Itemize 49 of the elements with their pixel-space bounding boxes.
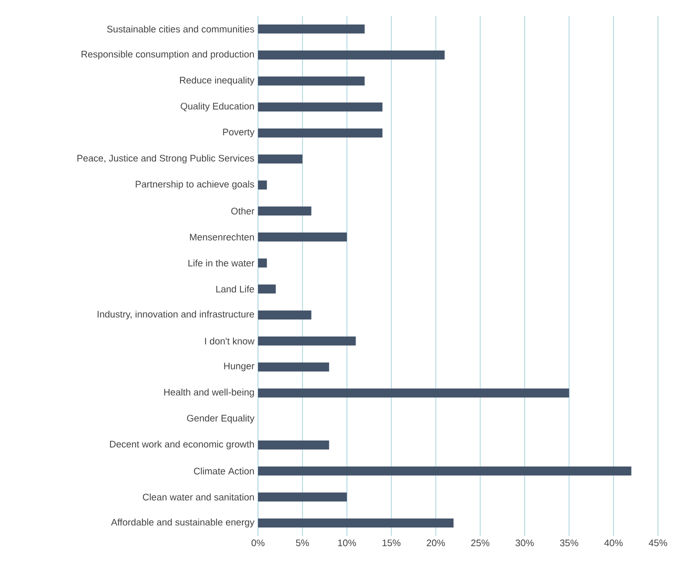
y-tick-label: Affordable and sustainable energy xyxy=(111,518,254,528)
x-tick-label: 10% xyxy=(338,540,356,546)
bar xyxy=(258,336,356,346)
bar xyxy=(258,388,570,398)
x-tick-label: 25% xyxy=(471,540,490,546)
y-tick-label: Poverty xyxy=(223,128,254,138)
x-tick-label: 20% xyxy=(426,540,445,546)
bar xyxy=(258,232,347,242)
y-tick-label: Land Life xyxy=(216,286,254,292)
bar xyxy=(258,154,302,164)
bar xyxy=(258,310,312,320)
y-tick-label: Health and well-being xyxy=(164,388,254,398)
y-tick-label: Quality Education xyxy=(180,102,254,112)
bar xyxy=(258,128,382,138)
x-tick-label: 40% xyxy=(604,540,623,546)
y-tick-label: Mensenrechten xyxy=(190,234,254,240)
y-tick-label: Gender Equality xyxy=(187,414,254,424)
bar xyxy=(258,206,312,216)
bar xyxy=(258,24,365,34)
bar xyxy=(258,258,267,268)
bar xyxy=(258,466,632,476)
y-tick-label: Other xyxy=(231,208,254,214)
bar xyxy=(258,362,330,372)
bar xyxy=(258,102,382,112)
y-tick-label: Partnership to achieve goals xyxy=(136,180,254,190)
y-tick-label: Climate Action xyxy=(194,468,254,474)
x-tick-label: 15% xyxy=(382,540,400,546)
y-tick-label: Sustainable cities and communities xyxy=(107,26,254,32)
y-tick-label: Peace, Justice and Strong Public Services xyxy=(77,154,254,164)
y-tick-label: Hunger xyxy=(224,362,254,372)
y-tick-label: Responsible consumption and production xyxy=(82,50,254,60)
bar xyxy=(258,284,276,294)
y-tick-label: I don't know xyxy=(205,338,254,344)
y-tick-label: Reduce inequality xyxy=(180,76,254,86)
bar xyxy=(258,50,445,60)
y-tick-label: Decent work and economic growth xyxy=(110,440,254,450)
x-tick-label: 5% xyxy=(296,540,309,546)
y-tick-label: Clean water and sanitation xyxy=(142,494,254,500)
bar xyxy=(258,180,267,190)
x-tick-label: 35% xyxy=(560,540,578,546)
x-tick-label: 30% xyxy=(516,540,534,546)
y-tick-label: Industry, innovation and infrastructure xyxy=(98,310,254,320)
y-tick-label: Life in the water xyxy=(188,260,254,266)
bar xyxy=(258,440,330,450)
x-tick-label: 0% xyxy=(252,540,264,546)
x-tick-label: 45% xyxy=(648,540,668,546)
bar xyxy=(258,518,454,528)
bar xyxy=(258,492,347,502)
bar xyxy=(258,76,365,86)
